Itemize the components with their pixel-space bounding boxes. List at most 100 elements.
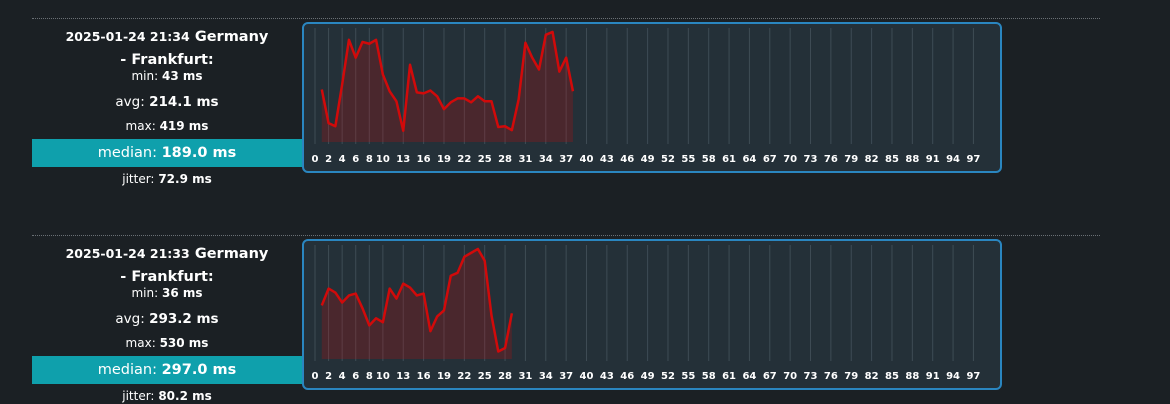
- min-label: min:: [131, 286, 159, 300]
- entry-title: 2025-01-24 21:33 Germany - Frankfurt:: [32, 242, 302, 288]
- median-row: median: 297.0 ms: [32, 356, 302, 384]
- x-tick-label: 46: [620, 371, 634, 382]
- max-row: max: 419 ms: [32, 119, 302, 133]
- median-label: median:: [97, 145, 157, 161]
- median-label: median:: [97, 362, 157, 378]
- x-tick-label: 85: [885, 371, 899, 382]
- line-area: [321, 31, 573, 142]
- x-tick-label: 43: [600, 371, 614, 382]
- x-tick-label: 13: [396, 371, 410, 382]
- x-tick-label: 4: [339, 371, 346, 382]
- latency-chart: 0 2 4 6 8 10 13 16 19 22 25 28 31 34 37 40 43 46 49 52 55 58 6…: [302, 239, 1002, 390]
- x-tick-label: 31: [518, 154, 532, 165]
- min-row: min: 36 ms: [32, 286, 302, 300]
- x-tick-label: 55: [681, 371, 695, 382]
- median-value: 189.0 ms: [161, 145, 237, 161]
- x-tick-label: 16: [417, 154, 431, 165]
- x-tick-label: 88: [905, 154, 919, 165]
- x-tick-label: 4: [339, 154, 346, 165]
- min-value: 43 ms: [161, 69, 203, 83]
- x-tick-label: 52: [661, 371, 675, 382]
- max-value: 530 ms: [159, 336, 209, 350]
- x-tick-label: 19: [437, 154, 451, 165]
- avg-value: 293.2 ms: [149, 311, 219, 327]
- x-tick-label: 28: [498, 154, 512, 165]
- avg-row: avg: 293.2 ms: [32, 311, 302, 327]
- x-tick-label: 97: [966, 371, 980, 382]
- x-tick-label: 58: [702, 154, 716, 165]
- x-tick-label: 73: [804, 371, 818, 382]
- timestamp: 2025-01-24 21:33: [65, 246, 190, 261]
- x-tick-label: 61: [722, 371, 736, 382]
- x-tick-label: 91: [926, 154, 940, 165]
- x-tick-label: 49: [641, 154, 655, 165]
- x-tick-label: 82: [865, 371, 879, 382]
- x-tick-label: 94: [946, 154, 960, 165]
- x-tick-label: 79: [844, 371, 858, 382]
- max-value: 419 ms: [159, 119, 209, 133]
- max-label: max:: [125, 336, 156, 350]
- x-tick-label: 82: [865, 154, 879, 165]
- x-tick-label: 2: [325, 371, 332, 382]
- jitter-label: jitter:: [122, 172, 155, 186]
- x-tick-label: 40: [580, 154, 594, 165]
- x-tick-label: 58: [702, 371, 716, 382]
- x-tick-label: 64: [742, 371, 756, 382]
- x-tick-label: 64: [742, 154, 756, 165]
- x-tick-label: 25: [478, 154, 492, 165]
- min-value: 36 ms: [161, 286, 203, 300]
- x-tick-label: 40: [580, 371, 594, 382]
- x-tick-label: 79: [844, 154, 858, 165]
- jitter-label: jitter:: [122, 389, 155, 403]
- x-tick-label: 67: [763, 154, 777, 165]
- x-tick-label: 8: [366, 154, 373, 165]
- x-tick-label: 16: [417, 371, 431, 382]
- x-tick-label: 22: [457, 154, 471, 165]
- x-tick-label: 43: [600, 154, 614, 165]
- jitter-row: jitter: 80.2 ms: [32, 389, 302, 403]
- avg-label: avg:: [115, 94, 145, 110]
- x-tick-label: 37: [559, 371, 573, 382]
- x-tick-label: 6: [352, 371, 359, 382]
- avg-label: avg:: [115, 311, 145, 327]
- x-tick-label: 19: [437, 371, 451, 382]
- separator: [32, 235, 1100, 236]
- x-tick-label: 55: [681, 154, 695, 165]
- x-tick-label: 70: [783, 371, 797, 382]
- x-tick-label: 91: [926, 371, 940, 382]
- x-tick-label: 25: [478, 371, 492, 382]
- x-tick-label: 2: [325, 154, 332, 165]
- x-tick-label: 34: [539, 154, 553, 165]
- latency-line: [320, 247, 514, 353]
- timestamp: 2025-01-24 21:34: [65, 29, 190, 44]
- location: Germany - Frankfurt:: [120, 29, 269, 68]
- x-tick-label: 0: [312, 371, 319, 382]
- x-tick-label: 10: [376, 371, 390, 382]
- latency-chart: 0 2 4 6 8 10 13 16 19 22 25 28 31 34 37 40 43 46 49 52 55 58 6…: [302, 22, 1002, 173]
- x-tick-label: 37: [559, 154, 573, 165]
- jitter-value: 80.2 ms: [158, 389, 212, 403]
- x-tick-label: 46: [620, 154, 634, 165]
- latency-line: [320, 30, 575, 132]
- jitter-row: jitter: 72.9 ms: [32, 172, 302, 186]
- x-tick-label: 97: [966, 154, 980, 165]
- x-tick-label: 10: [376, 154, 390, 165]
- median-row: median: 189.0 ms: [32, 139, 302, 167]
- x-tick-label: 88: [905, 371, 919, 382]
- avg-value: 214.1 ms: [149, 94, 219, 110]
- median-value: 297.0 ms: [161, 362, 237, 378]
- separator: [32, 18, 1100, 19]
- x-tick-label: 85: [885, 154, 899, 165]
- jitter-value: 72.9 ms: [158, 172, 212, 186]
- avg-row: avg: 214.1 ms: [32, 94, 302, 110]
- chart-frame: [302, 22, 1002, 173]
- line-area: [321, 248, 512, 359]
- x-tick-label: 76: [824, 154, 838, 165]
- x-tick-label: 67: [763, 371, 777, 382]
- x-tick-label: 94: [946, 371, 960, 382]
- x-tick-label: 13: [396, 154, 410, 165]
- x-tick-label: 49: [641, 371, 655, 382]
- max-label: max:: [125, 119, 156, 133]
- x-tick-label: 28: [498, 371, 512, 382]
